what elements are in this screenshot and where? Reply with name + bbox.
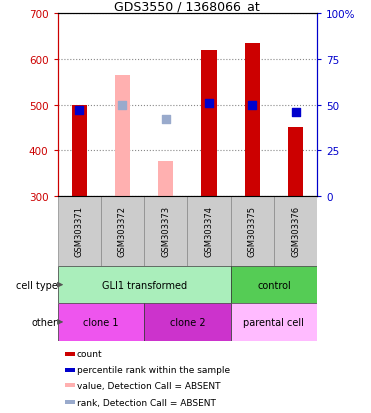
Text: GSM303374: GSM303374: [204, 206, 213, 257]
Text: clone 1: clone 1: [83, 317, 119, 327]
Text: GSM303372: GSM303372: [118, 206, 127, 257]
Point: [163, 116, 169, 123]
Bar: [144, 304, 231, 341]
Text: value, Detection Call = ABSENT: value, Detection Call = ABSENT: [77, 381, 220, 390]
Text: GSM303375: GSM303375: [248, 206, 257, 257]
Text: clone 2: clone 2: [170, 317, 205, 327]
Bar: [101, 196, 144, 266]
Bar: [58, 266, 231, 304]
Bar: [245, 44, 260, 196]
Point: [249, 102, 255, 109]
Text: cell type: cell type: [16, 280, 58, 290]
Text: other: other: [32, 317, 58, 327]
Bar: [201, 51, 217, 196]
Bar: [65, 384, 75, 387]
Point: [119, 102, 125, 109]
Point: [293, 109, 299, 116]
Point: [206, 100, 212, 107]
Bar: [65, 400, 75, 404]
Bar: [58, 196, 101, 266]
Bar: [72, 105, 87, 196]
Bar: [274, 196, 317, 266]
Title: GDS3550 / 1368066_at: GDS3550 / 1368066_at: [115, 0, 260, 13]
Bar: [115, 76, 130, 196]
Text: GSM303373: GSM303373: [161, 206, 170, 257]
Bar: [231, 266, 317, 304]
Bar: [231, 304, 317, 341]
Text: GSM303376: GSM303376: [291, 206, 300, 257]
Text: GLI1 transformed: GLI1 transformed: [102, 280, 187, 290]
Text: rank, Detection Call = ABSENT: rank, Detection Call = ABSENT: [77, 398, 216, 407]
Text: percentile rank within the sample: percentile rank within the sample: [77, 365, 230, 374]
Text: GSM303371: GSM303371: [75, 206, 83, 257]
Bar: [158, 162, 173, 196]
Bar: [231, 196, 274, 266]
Text: count: count: [77, 349, 102, 358]
Bar: [65, 368, 75, 372]
Text: parental cell: parental cell: [243, 317, 304, 327]
Bar: [144, 196, 187, 266]
Bar: [187, 196, 231, 266]
Bar: [288, 128, 303, 196]
Text: control: control: [257, 280, 291, 290]
Bar: [58, 304, 144, 341]
Bar: [65, 352, 75, 356]
Point: [76, 107, 82, 114]
